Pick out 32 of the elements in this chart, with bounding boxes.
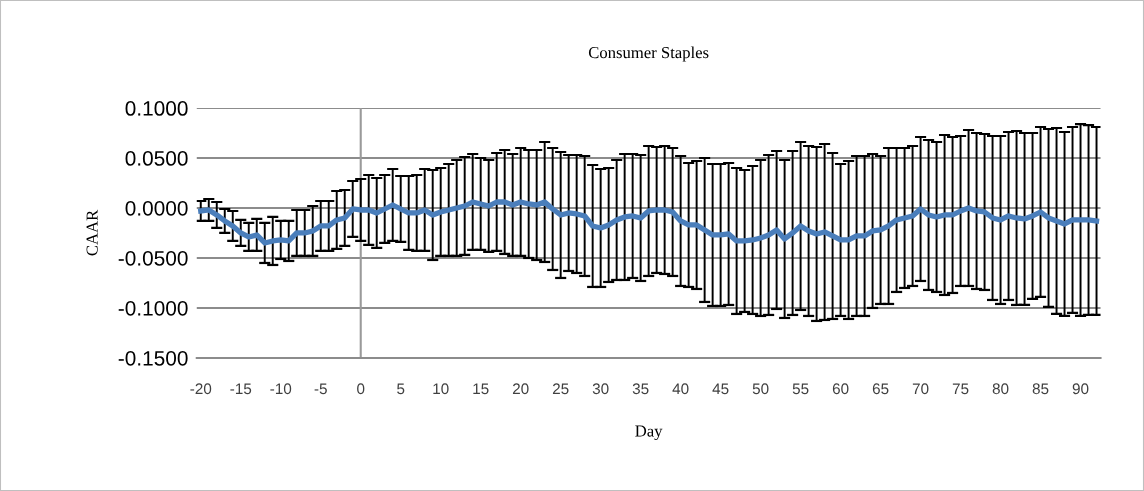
x-tick-label: -10: [270, 383, 292, 395]
chart-title: Consumer Staples: [588, 46, 709, 62]
x-tick-label: 80: [992, 383, 1009, 395]
x-axis-title: Day: [635, 425, 663, 441]
y-tick-label: 0.0500: [125, 151, 188, 166]
x-tick-label: 90: [1072, 383, 1089, 395]
x-tick-label: 75: [952, 383, 969, 395]
x-tick-label: 50: [752, 383, 769, 395]
x-tick-label: 20: [512, 383, 529, 395]
x-tick-label: 70: [912, 383, 929, 395]
y-axis-title: CAAR: [86, 209, 98, 256]
x-tick-label: -5: [314, 383, 327, 395]
x-tick-label: 10: [433, 383, 449, 395]
x-tick-label: 30: [592, 383, 609, 395]
x-tick-label: 15: [473, 383, 489, 395]
x-tick-label: 60: [832, 383, 849, 395]
x-tick-label: 45: [712, 383, 729, 395]
y-tick-label: 0.1000: [125, 101, 188, 116]
y-tick-label: 0.0000: [125, 200, 188, 216]
y-tick-label: -0.1500: [118, 350, 188, 366]
x-tick-label: 0: [357, 383, 365, 395]
x-tick-label: 40: [672, 383, 689, 395]
x-tick-label: 35: [632, 383, 649, 395]
x-tick-label: -20: [190, 383, 212, 395]
y-tick-label: -0.1000: [118, 300, 188, 316]
y-tick-label: -0.0500: [118, 250, 188, 266]
x-tick-label: -15: [230, 383, 252, 395]
x-tick-label: 55: [792, 383, 809, 395]
x-tick-label: 25: [552, 383, 569, 395]
x-tick-label: 65: [872, 383, 889, 395]
x-tick-label: 85: [1032, 383, 1049, 395]
x-tick-label: 5: [397, 383, 405, 395]
